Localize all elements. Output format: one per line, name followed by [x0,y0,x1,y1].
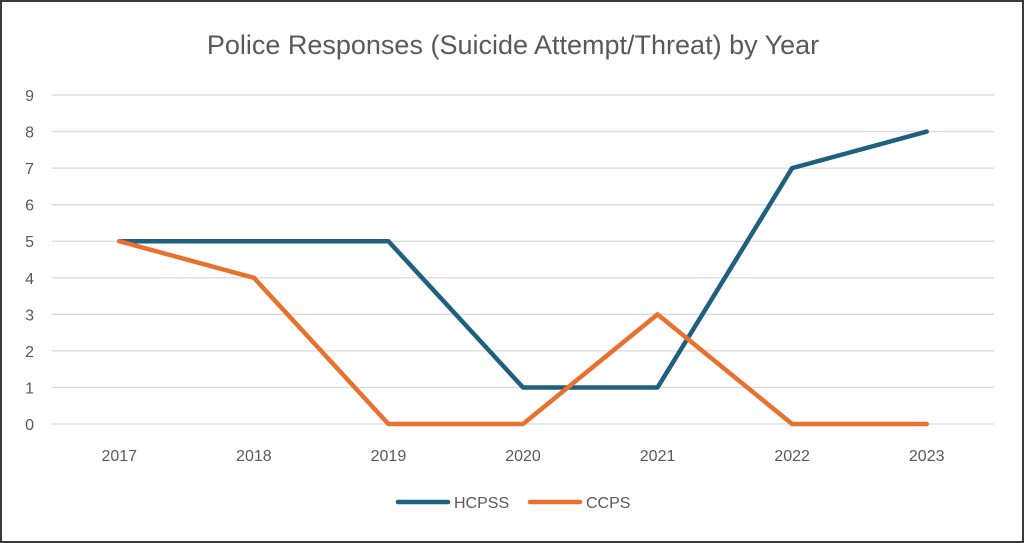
x-tick-label: 2019 [371,448,407,465]
x-tick-label: 2023 [909,448,945,465]
y-tick-label: 9 [25,88,34,105]
x-tick-label: 2018 [236,448,272,465]
x-tick-label: 2021 [640,448,676,465]
y-tick-label: 1 [25,380,34,397]
series-line-hcpss [117,129,929,390]
y-tick-label: 8 [25,125,34,142]
y-tick-label: 5 [25,234,34,251]
x-axis-ticks: 2017 2018 2019 2020 2021 2022 2023 [101,448,944,465]
series-line-ccps [117,238,929,427]
x-tick-label: 2020 [505,448,541,465]
x-tick-label: 2017 [101,448,137,465]
y-tick-label: 7 [25,161,34,178]
y-tick-label: 3 [25,307,34,324]
legend: HCPSS CCPS [395,495,630,512]
y-tick-label: 4 [25,271,34,288]
chart-title: Police Responses (Suicide Attempt/Threat… [207,30,819,60]
y-tick-label: 2 [25,344,34,361]
legend-label-hcpss: HCPSS [454,495,509,512]
y-tick-label: 6 [25,198,34,215]
legend-label-ccps: CCPS [586,495,630,512]
series-lines [117,129,929,427]
y-axis-ticks: 0 1 2 3 4 5 6 7 8 9 [25,88,34,434]
x-tick-label: 2022 [774,448,810,465]
y-tick-label: 0 [25,417,34,434]
